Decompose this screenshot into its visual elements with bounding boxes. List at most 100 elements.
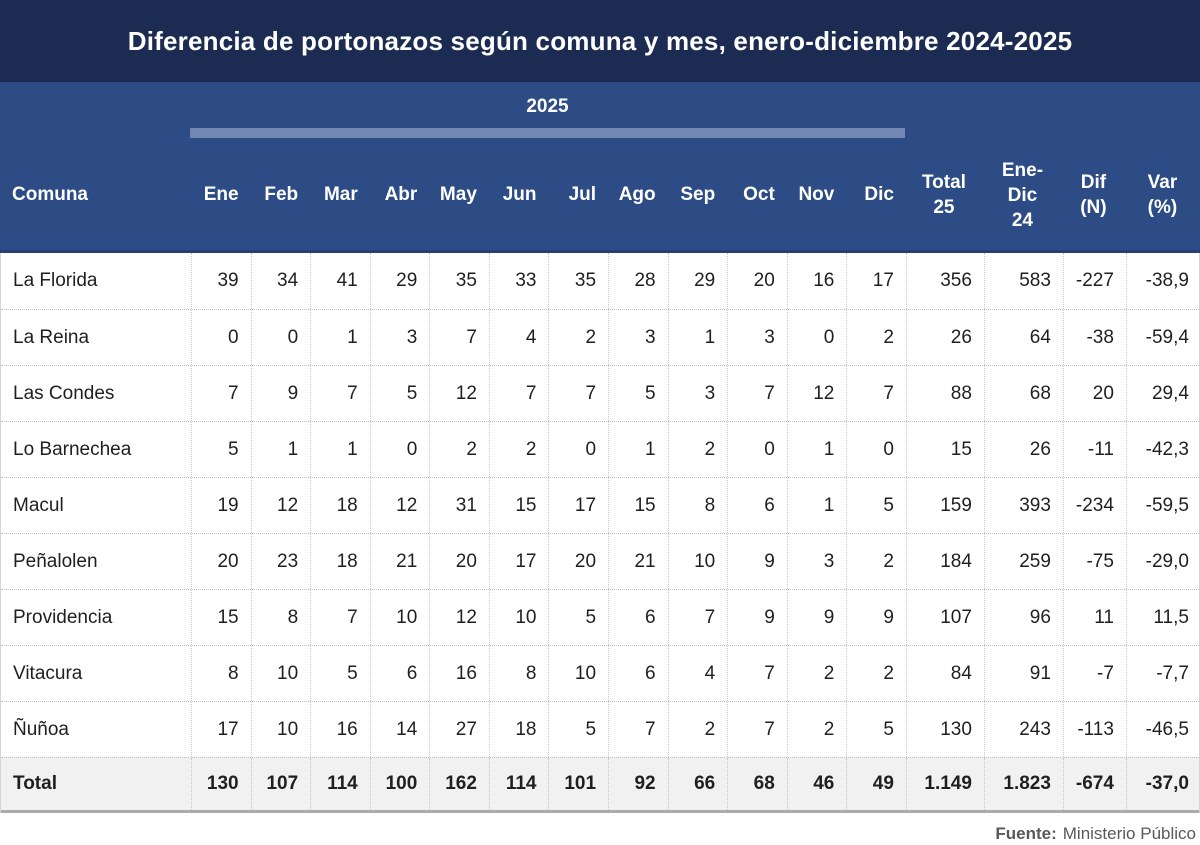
value-cell: 10: [667, 534, 728, 589]
value-cell: 7: [727, 646, 787, 701]
value-cell: 4: [667, 646, 728, 701]
value-cell: 2: [846, 534, 906, 589]
value-cell: 39: [191, 253, 251, 309]
value-cell: 5: [191, 422, 251, 477]
value-cell: 7: [310, 366, 370, 421]
value-cell: 27: [429, 702, 489, 757]
value-cell: 8: [191, 646, 251, 701]
value-cell: 14: [369, 702, 430, 757]
value-cell: 2: [667, 422, 728, 477]
value-cell: 7: [846, 366, 906, 421]
value-cell: 162: [429, 758, 489, 810]
data-table: 2025 Comuna Ene Feb Mar Abr May Jun Jul …: [0, 82, 1200, 813]
value-cell: 66: [667, 758, 728, 810]
value-cell: -38: [1062, 310, 1126, 365]
column-header-month-abr: Abr: [384, 184, 418, 205]
value-cell: 18: [310, 534, 370, 589]
value-cell: 11,5: [1125, 590, 1200, 645]
comuna-cell: Ñuñoa: [13, 718, 69, 740]
value-cell: 92: [608, 758, 668, 810]
value-cell: 2: [846, 310, 906, 365]
value-cell: 26: [905, 310, 984, 365]
value-cell: 0: [727, 422, 787, 477]
value-cell: -46,5: [1125, 702, 1200, 757]
value-cell: 0: [191, 310, 251, 365]
column-header-month-may: May: [439, 184, 477, 205]
value-cell: 20: [548, 534, 608, 589]
value-cell: 1.149: [905, 758, 984, 810]
column-header-dif-n: Dif (N): [1080, 172, 1107, 218]
value-cell: 15: [488, 478, 549, 533]
value-cell: 41: [310, 253, 370, 309]
value-cell: 107: [250, 758, 311, 810]
table-row: Lo Barnechea 5 1 1 0 2 2 0 1 2 0 1 0 15 26 -11 -42,3: [1, 421, 1199, 477]
value-cell: 18: [310, 478, 370, 533]
value-cell: 1: [250, 422, 311, 477]
year-label: 2025: [526, 96, 569, 117]
value-cell: 1: [786, 478, 847, 533]
column-header-row: Comuna Ene Feb Mar Abr May Jun Jul Ago S…: [0, 140, 1200, 250]
value-cell: 10: [369, 590, 430, 645]
value-cell: 356: [905, 253, 984, 309]
value-cell: 5: [608, 366, 668, 421]
table-header: 2025 Comuna Ene Feb Mar Abr May Jun Jul …: [0, 82, 1200, 253]
value-cell: 7: [727, 366, 787, 421]
comuna-cell: La Florida: [13, 270, 98, 291]
value-cell: 101: [548, 758, 608, 810]
value-cell: 18: [488, 702, 549, 757]
value-cell: 184: [905, 534, 984, 589]
value-cell: 3: [608, 310, 668, 365]
value-cell: 12: [369, 478, 430, 533]
value-cell: 9: [250, 366, 311, 421]
title-bar: Diferencia de portonazos según comuna y …: [0, 0, 1200, 82]
value-cell: 91: [983, 646, 1063, 701]
value-cell: 8: [667, 478, 728, 533]
value-cell: 2: [429, 422, 489, 477]
value-cell: 9: [786, 590, 847, 645]
value-cell: 1: [786, 422, 847, 477]
value-cell: 5: [846, 702, 906, 757]
column-header-comuna: Comuna: [12, 184, 88, 205]
value-cell: 26: [983, 422, 1063, 477]
value-cell: 7: [548, 366, 608, 421]
value-cell: 33: [488, 253, 549, 309]
value-cell: -11: [1062, 422, 1126, 477]
value-cell: 12: [786, 366, 847, 421]
value-cell: 34: [250, 253, 311, 309]
value-cell: -59,5: [1125, 478, 1200, 533]
value-cell: 3: [786, 534, 847, 589]
value-cell: 46: [786, 758, 847, 810]
value-cell: 7: [488, 366, 549, 421]
value-cell: 114: [488, 758, 549, 810]
value-cell: 1: [608, 422, 668, 477]
value-cell: 96: [983, 590, 1063, 645]
comuna-cell: Total: [13, 773, 57, 794]
table-row: La Reina 0 0 1 3 7 4 2 3 1 3 0 2 26 64 -38 -59,4: [1, 309, 1199, 365]
column-header-month-oct: Oct: [743, 184, 775, 205]
value-cell: 393: [983, 478, 1063, 533]
value-cell: 19: [191, 478, 251, 533]
value-cell: 3: [667, 366, 728, 421]
value-cell: 1: [310, 422, 370, 477]
comuna-cell: Vitacura: [13, 662, 83, 684]
value-cell: -59,4: [1125, 310, 1200, 365]
column-header-month-jun: Jun: [502, 184, 537, 205]
column-header-month-feb: Feb: [264, 184, 299, 205]
value-cell: 8: [250, 590, 311, 645]
value-cell: 9: [846, 590, 906, 645]
value-cell: 15: [905, 422, 984, 477]
value-cell: 0: [250, 310, 311, 365]
value-cell: 15: [191, 590, 251, 645]
value-cell: 16: [429, 646, 489, 701]
value-cell: 9: [727, 534, 787, 589]
value-cell: 159: [905, 478, 984, 533]
value-cell: 17: [548, 478, 608, 533]
value-cell: 10: [250, 646, 311, 701]
source-label: Fuente:: [995, 823, 1057, 843]
value-cell: 16: [310, 702, 370, 757]
value-cell: 15: [608, 478, 668, 533]
value-cell: 5: [310, 646, 370, 701]
value-cell: 20: [429, 534, 489, 589]
value-cell: 1: [310, 310, 370, 365]
table-row: Las Condes 7 9 7 5 12 7 7 5 3 7 12 7 88 68 20 29,4: [1, 365, 1199, 421]
